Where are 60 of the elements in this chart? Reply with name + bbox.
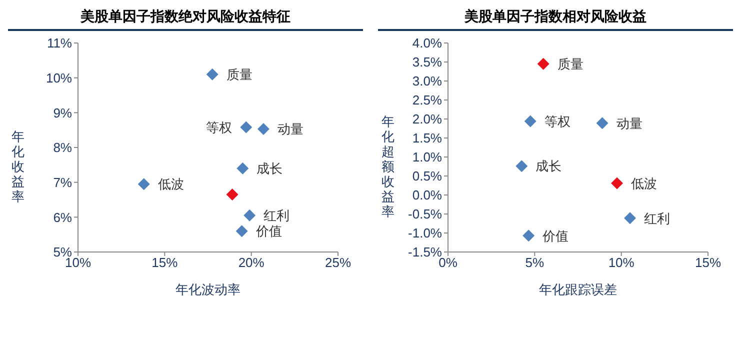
point [138, 178, 150, 190]
y-tick-label: 2.5% [412, 92, 442, 108]
annotation: 质量 [226, 66, 252, 82]
point [516, 160, 528, 172]
y-tick-label: 0.5% [412, 168, 442, 184]
y-axis-title: 年化超额收益率 [380, 114, 396, 218]
x-tick-label: 25% [324, 255, 352, 270]
point [236, 162, 249, 174]
x-tick-label: 15% [152, 255, 178, 270]
x-tick-label: 20% [238, 255, 265, 270]
chart-title: 美股单因子指数相对风险收益 [378, 8, 733, 31]
x-axis-title: 年化波动率 [176, 282, 240, 297]
y-tick-label: 1.0% [412, 150, 442, 165]
y-tick-label: 2.0% [412, 112, 442, 127]
point [522, 230, 535, 242]
point [611, 177, 623, 190]
x-tick-label: 0% [438, 255, 458, 270]
annotation: 动量 [616, 116, 642, 131]
annotation: 成长 [256, 161, 283, 176]
y-tick-label: 8% [53, 140, 72, 156]
y-tick-label: 10% [46, 70, 72, 86]
annotation: 红利 [264, 208, 290, 224]
point [226, 188, 238, 201]
annotation: 价值 [542, 228, 569, 244]
annotation: 等权 [206, 120, 232, 135]
y-tick-label: 4.0% [412, 36, 442, 51]
annotation: 等权 [544, 114, 570, 129]
y-tick-label: 3.0% [412, 74, 442, 89]
point [596, 117, 608, 130]
annotation: 质量 [557, 56, 584, 72]
x-tick-label: 5% [525, 255, 544, 270]
point [257, 123, 270, 136]
y-tick-label: 3.5% [412, 54, 442, 70]
point [206, 68, 218, 80]
y-axis-title: 年化收益率 [10, 128, 26, 204]
point [624, 212, 636, 224]
y-tick-label: 0.0% [412, 188, 442, 203]
annotation: 红利 [644, 210, 670, 226]
x-tick-label: 10% [64, 255, 92, 270]
point [240, 121, 252, 134]
point [236, 225, 248, 238]
x-tick-label: 15% [694, 255, 722, 270]
y-tick-label: -0.5% [408, 206, 442, 222]
point [244, 209, 256, 222]
y-tick-label: 11% [46, 36, 72, 51]
y-tick-label: 6% [53, 210, 72, 225]
y-tick-label: 9% [53, 105, 72, 120]
annotation: 动量 [277, 122, 304, 137]
x-axis-title: 年化跟踪误差 [539, 282, 617, 297]
annotation: 低波 [158, 176, 184, 192]
chart-title: 美股单因子指数绝对风险收益特征 [8, 8, 363, 31]
x-tick-label: 10% [608, 255, 635, 270]
point [524, 115, 536, 128]
annotation: 价值 [254, 224, 282, 239]
point [537, 58, 550, 70]
y-tick-label: 1.5% [412, 130, 442, 146]
annotation: 低波 [631, 176, 657, 191]
annotation: 成长 [536, 158, 562, 174]
y-tick-label: -1.0% [408, 226, 442, 241]
y-tick-label: 7% [53, 174, 72, 190]
